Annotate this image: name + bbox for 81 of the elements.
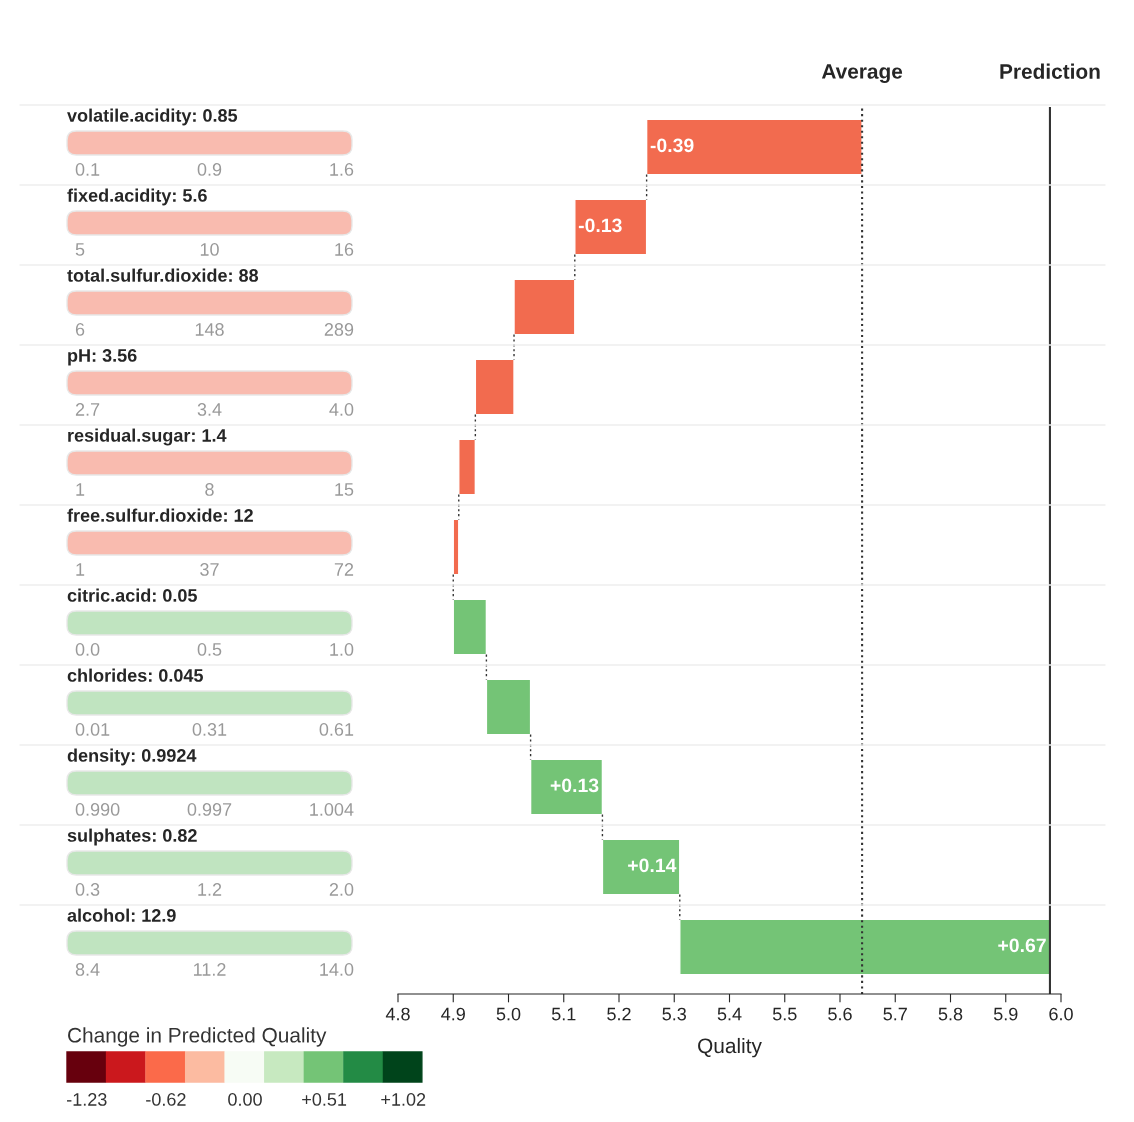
x-tick-label: 5.4 xyxy=(717,1007,742,1021)
text: 15 xyxy=(335,483,354,496)
data-label: +0.14 xyxy=(628,858,677,873)
text: 0.9 xyxy=(197,163,222,176)
category-label: citric.acid: 0.05 xyxy=(67,588,197,602)
text: 0.997 xyxy=(187,803,232,816)
text: 72 xyxy=(334,563,354,576)
text: 0.61 xyxy=(319,723,354,736)
x-tick-label: 5.7 xyxy=(883,1007,907,1021)
bar xyxy=(574,198,648,256)
bar xyxy=(485,678,532,736)
category-label: sulphates: 0.82 xyxy=(67,828,197,846)
text: 148 xyxy=(195,323,224,336)
x-tick-label: 5.6 xyxy=(828,1007,852,1021)
text: 11.2 xyxy=(193,963,226,976)
text: 16 xyxy=(335,243,354,256)
text: 1.6 xyxy=(330,163,354,176)
x-tick-label: 5.0 xyxy=(496,1007,521,1021)
text: 0.01 xyxy=(75,723,110,736)
text: 0.31 xyxy=(192,723,227,736)
category-label: pH: 3.56 xyxy=(68,349,137,366)
x-axis-title: Quality xyxy=(698,1037,762,1058)
text: 1 xyxy=(76,483,85,496)
text: 2.7 xyxy=(75,403,100,416)
text: Change in Predicted Quality xyxy=(68,1027,327,1047)
category-label: chlorides: 0.045 xyxy=(67,668,203,682)
data-label: +0.67 xyxy=(998,938,1046,953)
bar xyxy=(529,758,604,816)
data-label: +0.13 xyxy=(550,778,599,793)
bar xyxy=(679,918,1051,976)
bar xyxy=(601,838,681,896)
x-tick-label: 5.5 xyxy=(772,1007,797,1021)
bar xyxy=(452,598,488,656)
x-tick-label: 4.8 xyxy=(385,1007,410,1021)
x-tick-label: 5.1 xyxy=(551,1007,576,1021)
x-tick-label: 5.2 xyxy=(607,1007,631,1021)
category-label: residual.sugar: 1.4 xyxy=(68,428,227,446)
text: 0.0 xyxy=(75,643,100,656)
text: 8 xyxy=(205,483,214,496)
text: 1.0 xyxy=(330,643,354,656)
bar xyxy=(513,278,576,336)
text: 5 xyxy=(75,243,85,256)
category-label: total.sulfur.dioxide: 88 xyxy=(67,268,259,282)
ref-line-label: Average xyxy=(821,64,903,83)
text: 0.00 xyxy=(228,1093,262,1106)
text: 2.0 xyxy=(329,883,354,896)
x-tick-label: 5.8 xyxy=(938,1007,963,1021)
bar xyxy=(645,118,863,176)
x-tick-label: 5.9 xyxy=(993,1007,1018,1021)
text: 3.4 xyxy=(197,403,222,416)
text: 0.1 xyxy=(75,163,100,176)
text: 37 xyxy=(200,563,219,576)
category-label: volatile.acidity: 0.85 xyxy=(67,108,238,126)
text: 6 xyxy=(75,323,85,336)
category-label: free.sulfur.dioxide: 12 xyxy=(67,508,253,522)
text: 0.3 xyxy=(75,883,100,896)
text: 289 xyxy=(324,323,354,336)
text: 10 xyxy=(200,243,219,256)
text: +1.02 xyxy=(381,1093,426,1106)
category-label: fixed.acidity: 5.6 xyxy=(67,188,207,206)
text: -0.62 xyxy=(146,1093,186,1106)
text: 1.2 xyxy=(198,883,222,896)
text: 8.4 xyxy=(75,963,100,976)
data-label: -0.13 xyxy=(578,218,622,233)
ref-line-label: Prediction xyxy=(1000,63,1100,79)
text: 1.004 xyxy=(310,803,354,816)
bar xyxy=(458,438,477,496)
text: +0.51 xyxy=(302,1093,347,1106)
x-tick-label: 6.0 xyxy=(1049,1007,1073,1021)
category-label: alcohol: 12.9 xyxy=(67,908,176,922)
x-tick-label: 5.3 xyxy=(662,1007,687,1021)
text: -1.23 xyxy=(67,1093,107,1106)
category-label: density: 0.9924 xyxy=(67,748,197,766)
x-tick-label: 4.9 xyxy=(441,1007,465,1021)
data-label: -0.39 xyxy=(650,138,694,153)
text: 14.0 xyxy=(320,963,354,976)
text: 4.0 xyxy=(329,403,354,416)
text: 1 xyxy=(76,563,85,576)
bar xyxy=(474,358,515,416)
text: 0.990 xyxy=(75,803,120,816)
text: 0.5 xyxy=(197,643,222,656)
